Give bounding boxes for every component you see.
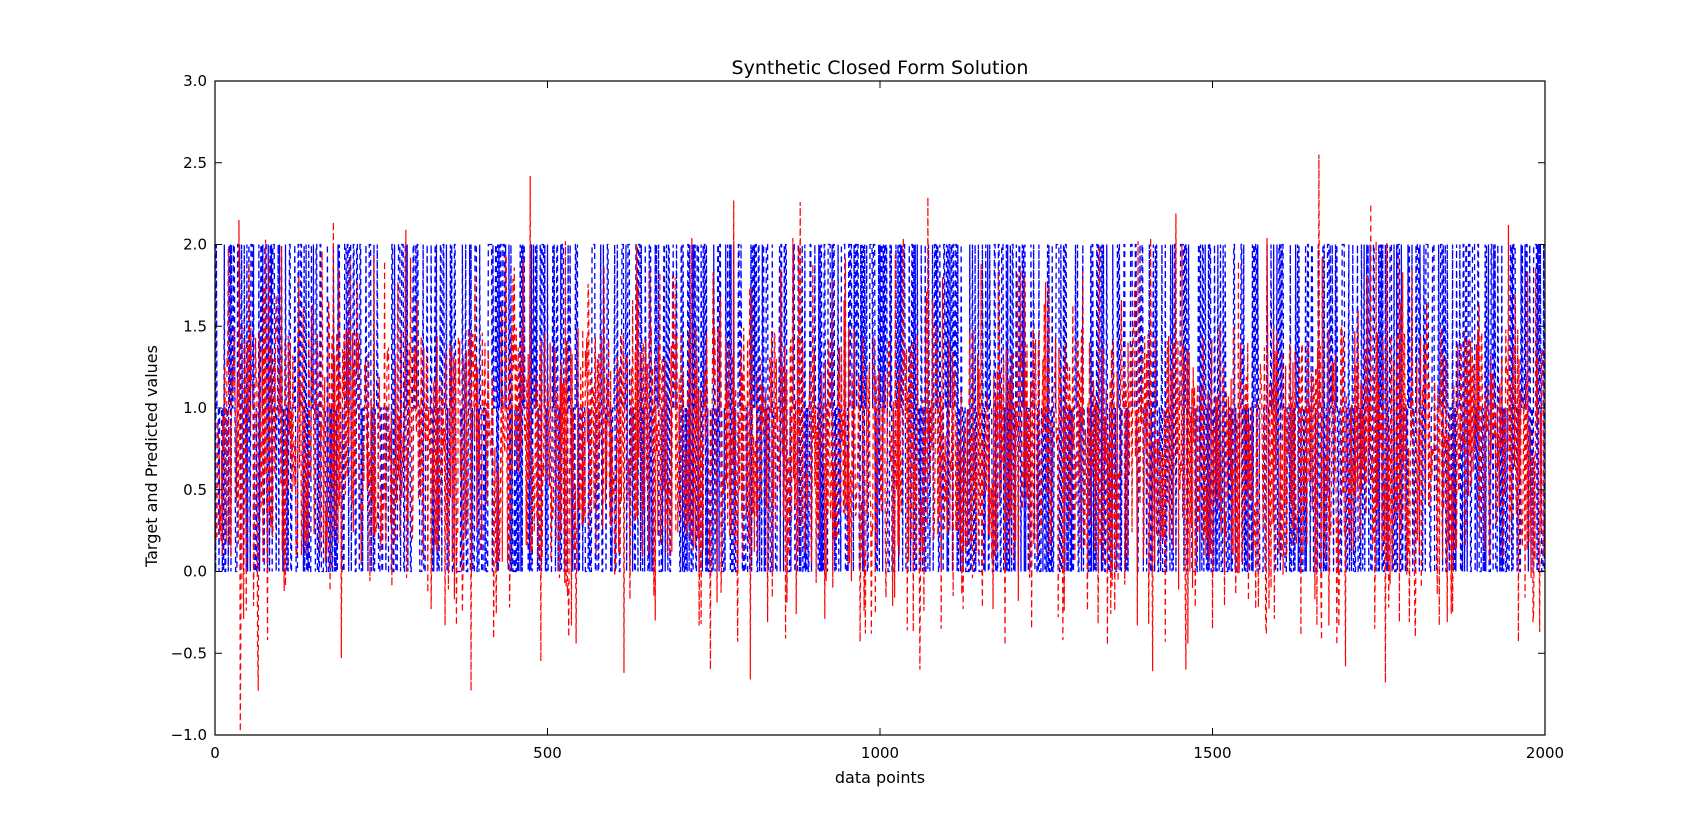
series-line-predicted: [214, 154, 1545, 732]
y-axis-label: Target and Predicted values: [142, 345, 161, 568]
y-tick-label: 3.0: [183, 72, 207, 90]
y-tick-label: 0.0: [183, 563, 207, 581]
y-tick-label: 0.5: [183, 481, 207, 499]
y-tick-label: 1.0: [183, 399, 207, 417]
x-tick-label: 2000: [1526, 744, 1564, 762]
axes: 0 500 1000 1500 2000 −1.0 −0.5 0.0 0.5 1.0 1.5 2.0 2…: [171, 72, 1565, 762]
x-axis-label: data points: [835, 768, 925, 787]
chart-title: Synthetic Closed Form Solution: [732, 57, 1029, 79]
x-tick-label: 0: [210, 744, 220, 762]
y-tick-label: −0.5: [171, 644, 207, 662]
x-tick-label: 1500: [1193, 744, 1231, 762]
plot-area: [214, 154, 1545, 732]
y-tick-label: 2.5: [183, 154, 207, 172]
x-tick-label: 500: [533, 744, 562, 762]
y-tick-label: −1.0: [171, 726, 207, 744]
x-tick-label: 1000: [861, 744, 899, 762]
y-tick-label: 1.5: [183, 317, 207, 335]
y-tick-label: 2.0: [183, 236, 207, 254]
